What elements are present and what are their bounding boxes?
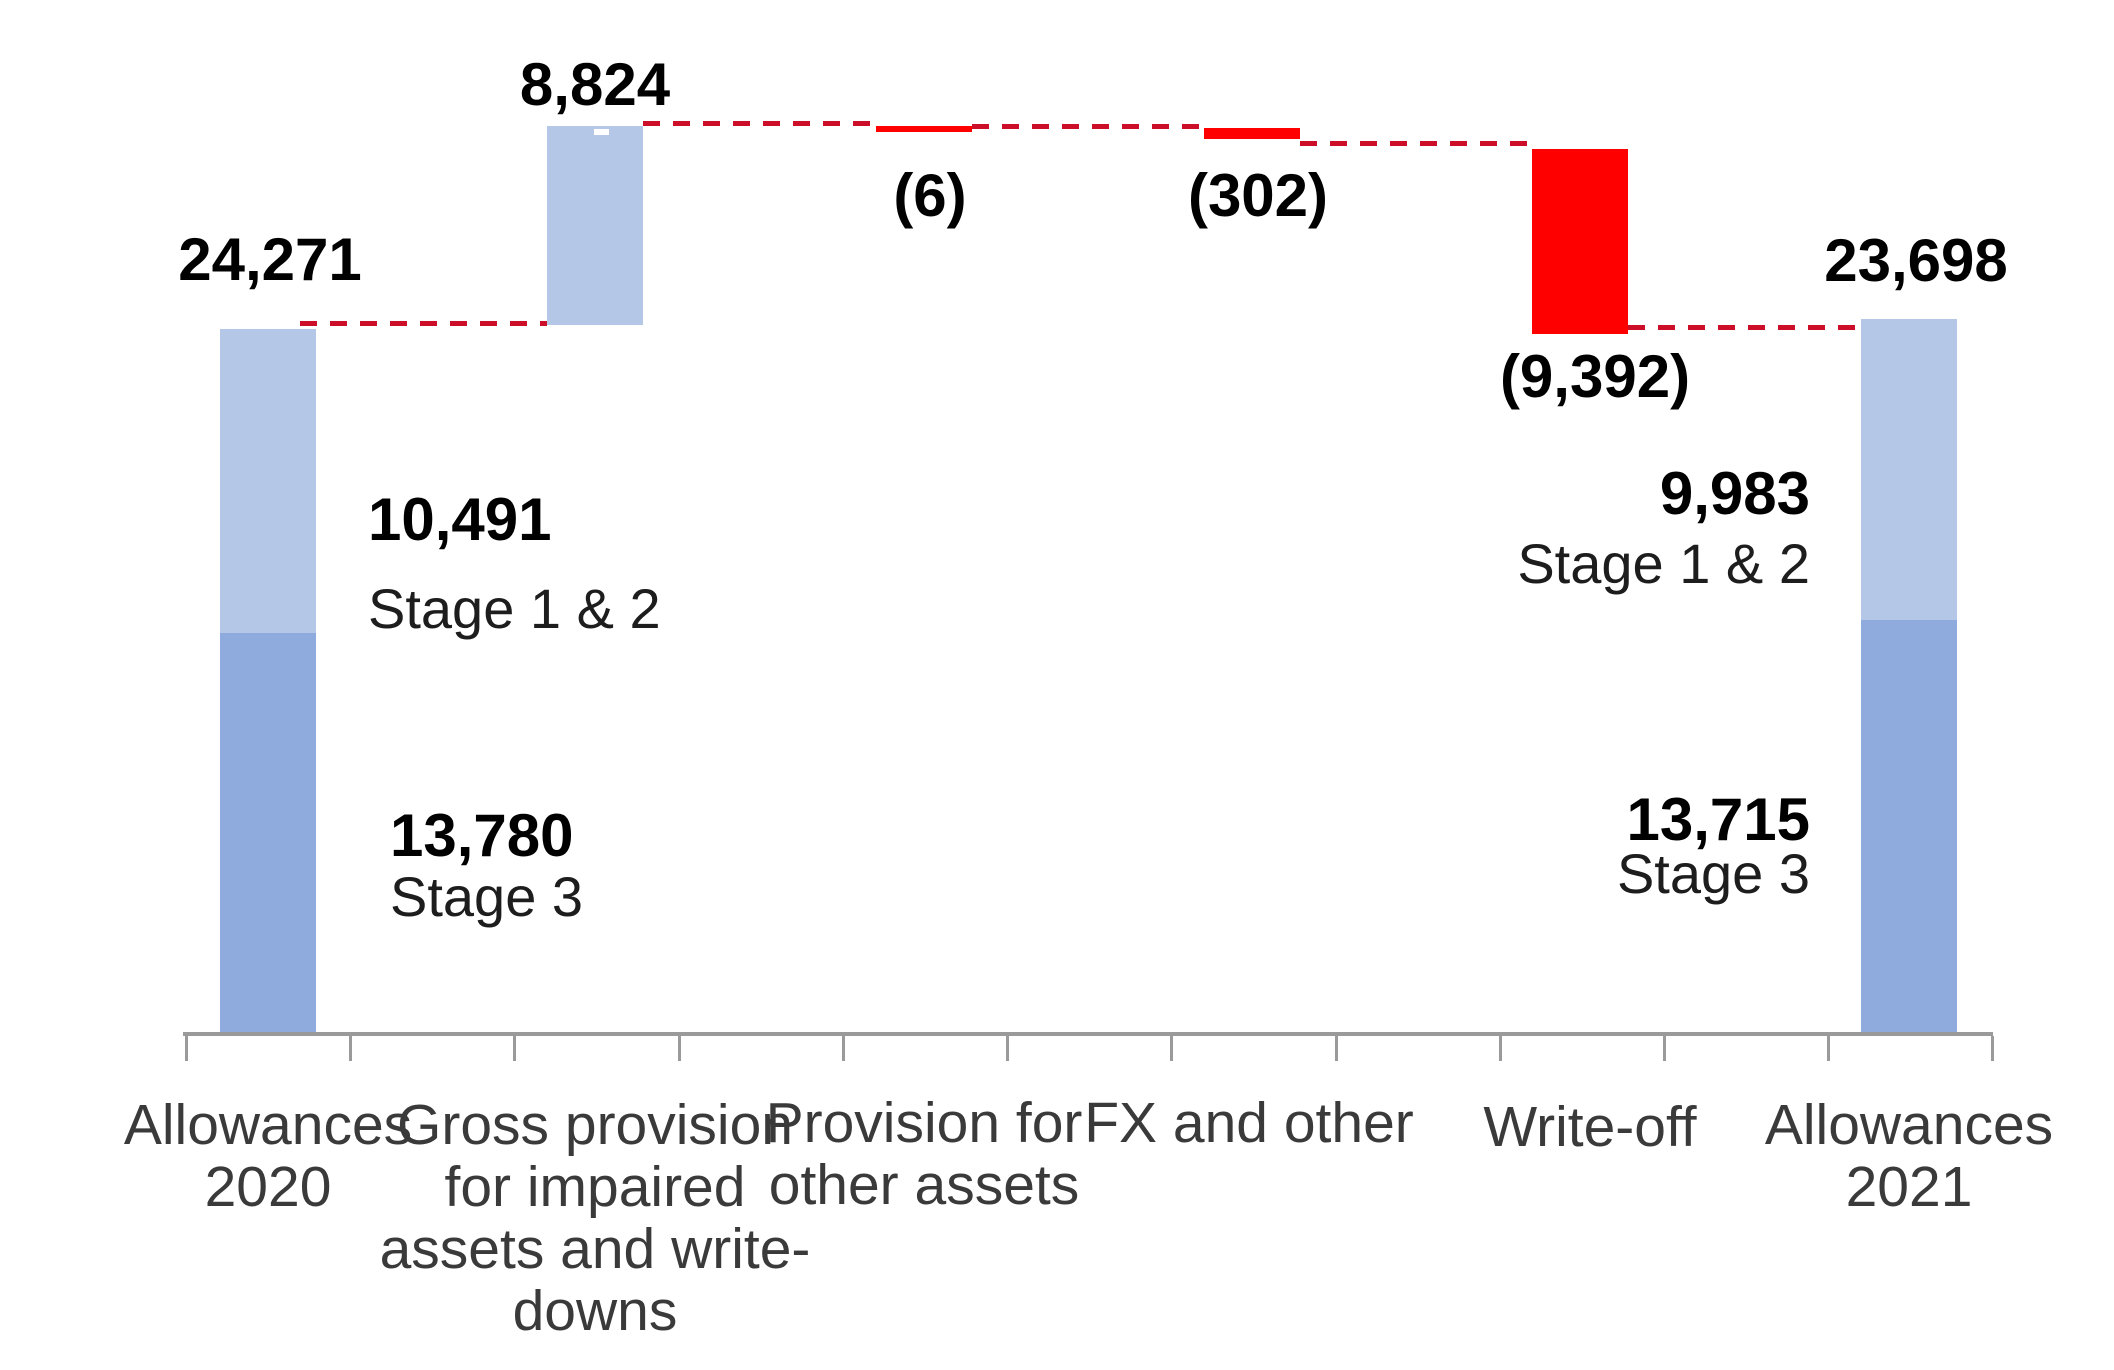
category-line: other assets <box>768 1153 1080 1217</box>
axis-tick <box>1335 1036 1338 1061</box>
category-line: Provision for <box>765 1091 1083 1155</box>
bar-allowances-2020-stage-1-2-segment <box>220 329 316 633</box>
bar-allowances-2020-stage-3-segment <box>220 633 316 1032</box>
category-line: for impaired <box>444 1155 746 1219</box>
x-axis-line <box>183 1032 1993 1036</box>
annotation-2020-stage-3-value: 13,780 <box>390 802 574 869</box>
category-label-write-off: Write-off <box>1483 1096 1696 1158</box>
axis-tick <box>1006 1036 1009 1061</box>
connector-dashed-line-3 <box>972 124 1204 129</box>
value-label-provision-other: (6) <box>893 162 967 229</box>
bar-allowances-2020 <box>220 329 316 1032</box>
bar-allowances-2021-stage-1-2-segment <box>1861 319 1957 620</box>
connector-dashed-line-2 <box>643 121 876 126</box>
category-label-gross-provision: Gross provision for impaired assets and … <box>380 1094 811 1342</box>
category-line: Allowances <box>1764 1093 2054 1157</box>
category-label-fx-and-other: FX and other <box>1084 1092 1414 1154</box>
annotation-2021-stage-1-2-label: Stage 1 & 2 <box>1517 532 1810 595</box>
axis-tick <box>1827 1036 1830 1061</box>
axis-tick <box>185 1036 188 1061</box>
category-line: Write-off <box>1483 1095 1697 1159</box>
bar-provision-other-assets <box>876 126 972 132</box>
category-line: FX and other <box>1084 1091 1414 1155</box>
axis-tick <box>1663 1036 1666 1061</box>
value-label-allowances-2021: 23,698 <box>1824 227 2008 294</box>
category-line: Allowances <box>123 1093 413 1157</box>
value-label-gross-provision: 8,824 <box>519 51 671 118</box>
category-label-provision-other-assets: Provision for other assets <box>766 1092 1083 1216</box>
value-label-allowances-2020: 24,271 <box>178 226 362 293</box>
category-label-allowances-2021: Allowances 2021 <box>1765 1094 2053 1218</box>
annotation-2020-stage-1-2-value: 10,491 <box>368 486 552 553</box>
annotation-2020-stage-3-label: Stage 3 <box>390 865 584 928</box>
connector-dashed-line-1 <box>300 321 547 326</box>
axis-tick <box>513 1036 516 1061</box>
bar-allowances-2021-stage-3-segment <box>1861 620 1957 1032</box>
annotation-2021-stage-1-2-value: 9,983 <box>1659 460 1810 527</box>
value-label-fx-and-other: (302) <box>1187 162 1329 229</box>
axis-tick <box>1499 1036 1502 1061</box>
annotation-2021-stage-3-value: 13,715 <box>1626 786 1810 853</box>
category-line: assets and write- <box>379 1217 811 1281</box>
annotation-2021-stage-3-label: Stage 3 <box>1616 842 1810 905</box>
category-line: 2021 <box>1845 1155 1973 1219</box>
bar-gross-provision <box>547 126 643 325</box>
annotation-2020-stage-1-2-label: Stage 1 & 2 <box>368 577 661 640</box>
connector-dashed-line-5 <box>1628 325 1861 330</box>
axis-tick <box>1170 1036 1173 1061</box>
axis-tick <box>842 1036 845 1061</box>
category-label-allowances-2020: Allowances 2020 <box>124 1094 412 1218</box>
axis-tick <box>1991 1036 1994 1061</box>
category-line: 2020 <box>204 1155 332 1219</box>
bar-allowances-2021 <box>1861 319 1957 1032</box>
value-label-write-off: (9,392) <box>1499 343 1691 410</box>
connector-dashed-line-4 <box>1300 141 1532 146</box>
bar-write-off <box>1532 149 1628 334</box>
category-line: downs <box>512 1279 678 1343</box>
white-dash-mark <box>594 129 609 135</box>
axis-tick <box>678 1036 681 1061</box>
bar-fx-and-other <box>1204 128 1300 139</box>
axis-tick <box>349 1036 352 1061</box>
category-line: Gross provision <box>397 1093 793 1157</box>
